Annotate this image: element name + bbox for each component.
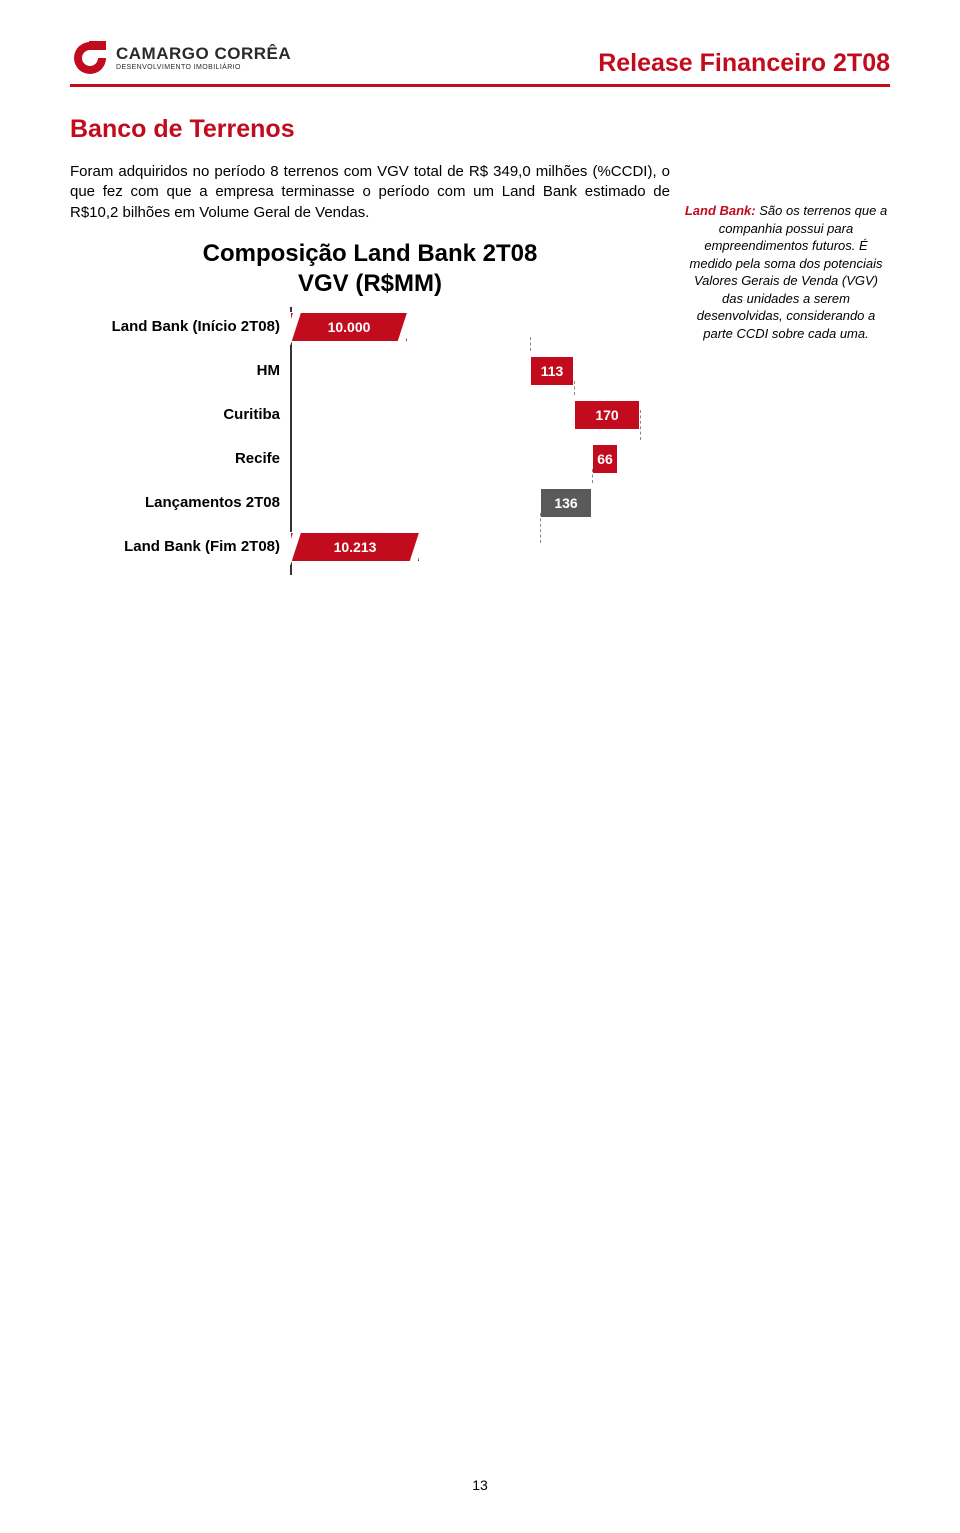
chart-row-label: Land Bank (Início 2T08): [70, 318, 290, 335]
chart-bar: 10.000: [290, 312, 408, 342]
chart-bar: 66: [592, 444, 618, 474]
chart-row: Curitiba 170: [70, 395, 650, 435]
logo-text: CAMARGO CORRÊA DESENVOLVIMENTO IMOBILIÁR…: [116, 45, 291, 71]
callout-title: Land Bank:: [685, 203, 756, 218]
chart-bar: 136: [540, 488, 592, 518]
page-number: 13: [0, 1477, 960, 1493]
chart-bar: 170: [574, 400, 640, 430]
waterfall-chart: Land Bank (Início 2T08)10.000 HM 113 Curiti…: [70, 307, 670, 627]
logo-sub-text: DESENVOLVIMENTO IMOBILIÁRIO: [116, 64, 291, 71]
chart-row: Land Bank (Início 2T08)10.000: [70, 307, 650, 347]
chart-row-label: Land Bank (Fim 2T08): [70, 538, 290, 555]
chart-row-label: Recife: [70, 450, 290, 467]
chart-connector: [540, 513, 541, 543]
chart-row-label: Curitiba: [70, 406, 290, 423]
chart-bar-track: 10.000: [290, 312, 650, 342]
chart-bar-track: 113: [290, 356, 650, 386]
chart-connector: [530, 337, 531, 351]
chart-title: Composição Land Bank 2T08 VGV (R$MM): [70, 239, 670, 299]
header-divider: [70, 84, 890, 87]
chart-row: Recife 66: [70, 439, 650, 479]
callout: Land Bank: São os terrenos que a companh…: [682, 162, 890, 342]
chart-bar: 10.213: [290, 532, 420, 562]
chart-row-label: HM: [70, 362, 290, 379]
chart-bar-track: 136: [290, 488, 650, 518]
header: CAMARGO CORRÊA DESENVOLVIMENTO IMOBILIÁR…: [70, 38, 890, 78]
callout-body: São os terrenos que a companhia possui p…: [690, 203, 888, 341]
release-title: Release Financeiro 2T08: [598, 49, 890, 78]
chart-connector: [640, 410, 641, 440]
chart-bar: 113: [530, 356, 574, 386]
chart-row: Land Bank (Fim 2T08)10.213: [70, 527, 650, 567]
chart-connector: [574, 381, 575, 395]
chart-connector: [592, 469, 593, 483]
section-title: Banco de Terrenos: [70, 115, 890, 144]
chart-bar-track: 10.213: [290, 532, 650, 562]
chart-title-line1: Composição Land Bank 2T08: [203, 240, 538, 267]
logo: CAMARGO CORRÊA DESENVOLVIMENTO IMOBILIÁR…: [70, 38, 291, 78]
chart-row: Lançamentos 2T08 136: [70, 483, 650, 523]
chart-bar-track: 170: [290, 400, 650, 430]
chart-row-label: Lançamentos 2T08: [70, 494, 290, 511]
chart-bar-track: 66: [290, 444, 650, 474]
chart-title-line2: VGV (R$MM): [298, 270, 442, 297]
logo-main-text: CAMARGO CORRÊA: [116, 45, 291, 62]
section-body: Foram adquiridos no período 8 terrenos c…: [70, 162, 670, 223]
chart-row: HM 113: [70, 351, 650, 391]
chart-column: Foram adquiridos no período 8 terrenos c…: [70, 162, 670, 627]
logo-mark-icon: [70, 38, 110, 78]
